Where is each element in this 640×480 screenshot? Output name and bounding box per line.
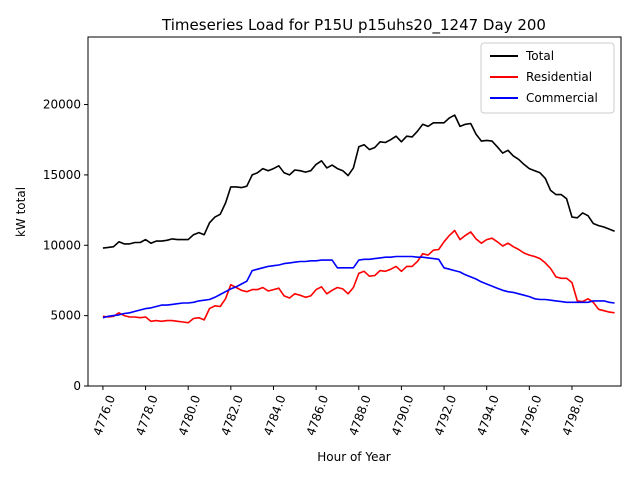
legend-label-residential: Residential <box>526 70 592 84</box>
legend-label-total: Total <box>525 49 554 63</box>
y-tick-label: 15000 <box>43 168 81 182</box>
y-tick-label: 10000 <box>43 238 81 252</box>
y-tick-label: 5000 <box>50 309 81 323</box>
x-axis-label: Hour of Year <box>317 450 391 464</box>
series-line-residential <box>102 229 615 324</box>
series-line-commercial <box>102 255 615 319</box>
legend-label-commercial: Commercial <box>526 91 598 105</box>
y-tick-label: 20000 <box>43 98 81 112</box>
series-lines <box>102 114 615 324</box>
series-line-total <box>102 114 615 249</box>
legend: Total Residential Commercial <box>480 42 615 114</box>
chart-title: Timeseries Load for P15U p15uhs20_1247 D… <box>161 16 546 35</box>
y-axis-ticks: 0 5000 10000 15000 20000 <box>43 98 88 393</box>
y-tick-label: 0 <box>73 379 81 393</box>
y-axis-label: kW total <box>14 187 28 237</box>
legend-box <box>480 42 615 114</box>
plot-frame <box>87 36 622 387</box>
